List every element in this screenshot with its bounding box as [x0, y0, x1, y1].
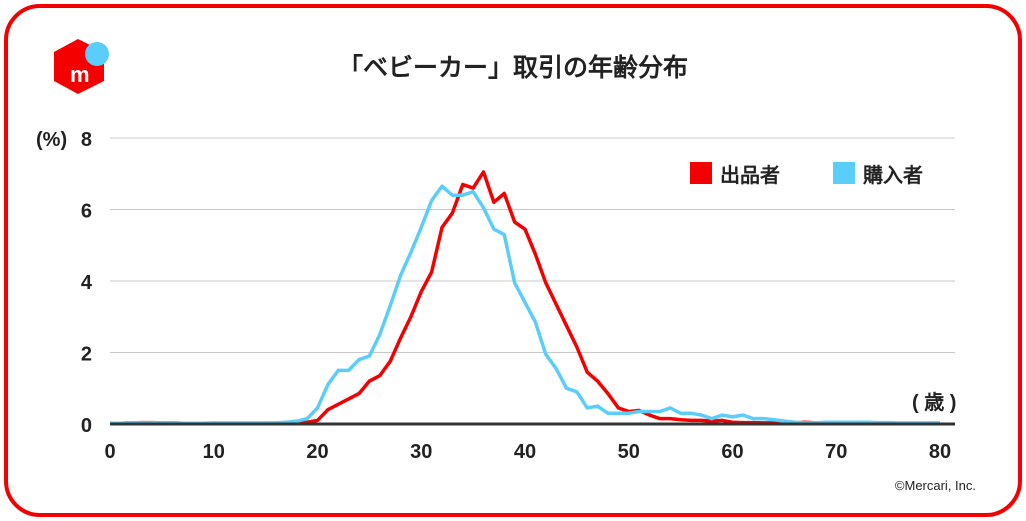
- legend-swatch: [690, 162, 712, 184]
- x-tick-label: 80: [929, 441, 951, 463]
- legend-label: 購入者: [863, 163, 923, 187]
- x-tick-label: 70: [825, 441, 847, 463]
- legend-swatch: [833, 162, 855, 184]
- series-line-1: [110, 184, 940, 426]
- card-frame: [4, 4, 1022, 517]
- y-tick-label: 8: [81, 129, 92, 151]
- y-tick-label: 2: [81, 344, 92, 366]
- legend-label: 出品者: [720, 163, 780, 187]
- y-tick-label: 6: [81, 201, 92, 223]
- x-tick-label: 30: [410, 441, 432, 463]
- x-axis-label: ( 歳 ): [912, 390, 956, 414]
- x-tick-label: 50: [618, 441, 640, 463]
- x-tick-label: 0: [104, 441, 115, 463]
- copyright: ©Mercari, Inc.: [894, 478, 976, 493]
- chart-title: 「ベビーカー」取引の年齢分布: [337, 53, 688, 82]
- y-axis-label: (%): [36, 129, 67, 151]
- y-tick-label: 4: [81, 272, 93, 294]
- x-tick-label: 40: [514, 441, 536, 463]
- mercari-logo: m: [54, 39, 109, 94]
- x-tick-label: 10: [203, 441, 225, 463]
- y-tick-label: 0: [81, 415, 92, 437]
- x-tick-label: 20: [306, 441, 328, 463]
- svg-text:m: m: [70, 62, 90, 87]
- x-tick-label: 60: [721, 441, 743, 463]
